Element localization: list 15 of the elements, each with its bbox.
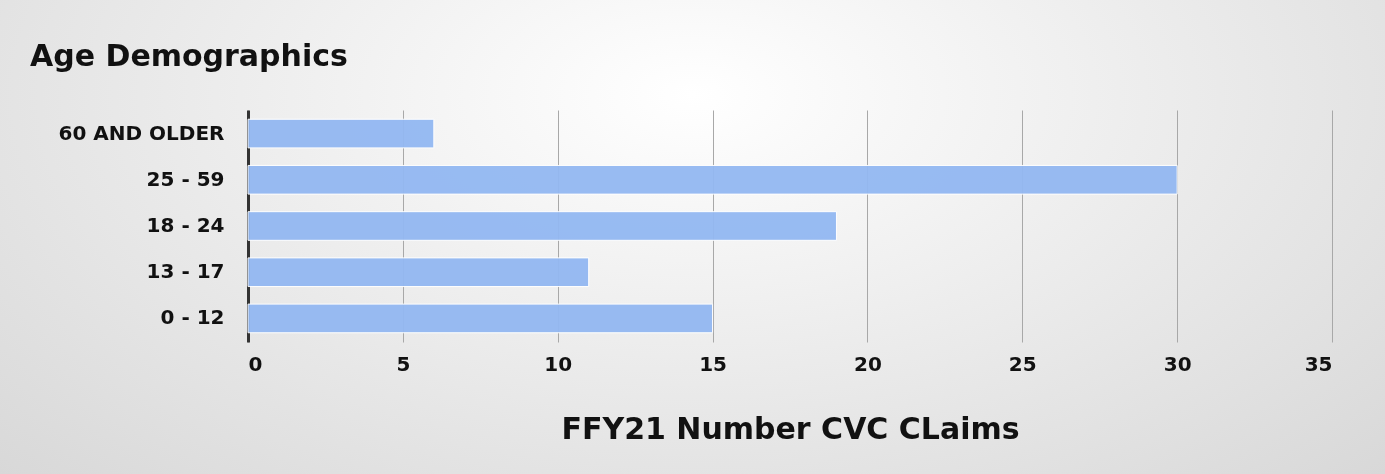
x-tick-label: 15: [699, 351, 727, 376]
y-tick-label: 18 - 24: [146, 213, 225, 237]
chart-title: Age Demographics: [30, 38, 348, 73]
x-tick-label: 10: [544, 351, 573, 376]
x-axis-title: FFY21 Number CVC CLaims: [561, 410, 1020, 446]
y-tick-label: 25 - 59: [146, 166, 225, 191]
x-tick-label: 20: [854, 351, 882, 376]
x-tick-label: 25: [1008, 351, 1037, 376]
x-tick-label: 35: [1304, 351, 1333, 376]
y-tick-label: 60 AND OLDER: [58, 120, 225, 145]
x-tick-label: 30: [1163, 351, 1192, 376]
y-tick-label: 0 - 12: [160, 305, 225, 330]
y-tick-label: 13 - 17: [146, 259, 225, 284]
x-tick-label: 0: [248, 351, 263, 376]
x-tick-label: 5: [396, 351, 411, 376]
